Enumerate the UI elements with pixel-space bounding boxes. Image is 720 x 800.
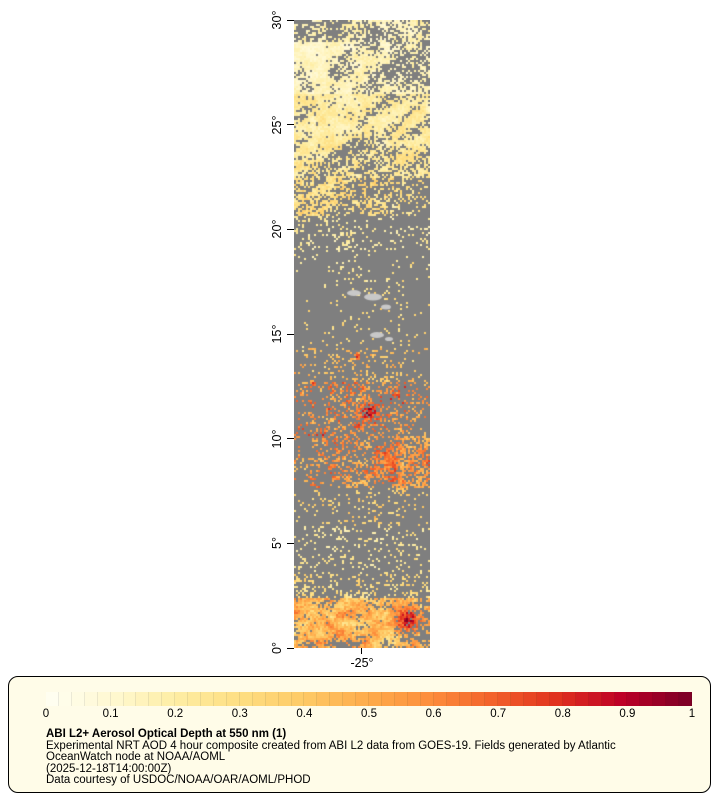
colorbar-segment: [84, 692, 98, 706]
lat-tick-label: 30°: [270, 10, 284, 30]
colorbar-segment: [394, 692, 408, 706]
longitude-tick-label: -25°: [350, 656, 374, 670]
aod-swath-map: [294, 20, 430, 648]
colorbar-segment: [123, 692, 137, 706]
colorbar-segment: [549, 692, 563, 706]
colorbar-segment: [562, 692, 576, 706]
colorbar-tick-label: 0.6: [425, 708, 442, 720]
lat-tick-mark: [287, 333, 294, 335]
colorbar-segment: [265, 692, 279, 706]
legend-panel: 0 0.1 0.2 0.3 0.4 0.5 0.6 0.7 0.8 0.9 1 ABI L2+ Ae…: [8, 676, 711, 793]
aod-colorbar: [46, 692, 693, 706]
lat-tick-mark: [287, 124, 294, 126]
colorbar-segment: [317, 692, 331, 706]
colorbar-segment: [472, 692, 486, 706]
colorbar-segment: [640, 692, 654, 706]
colorbar-segment: [239, 692, 253, 706]
lat-tick-mark: [287, 647, 294, 649]
colorbar-segment: [459, 692, 473, 706]
lat-tick-label: 20°: [270, 219, 284, 239]
colorbar-segment: [627, 692, 641, 706]
lat-tick-label: 25°: [270, 115, 284, 135]
colorbar-tick-label: 0.7: [490, 708, 507, 720]
colorbar-segment: [97, 692, 111, 706]
colorbar-tick-label: 0.2: [167, 708, 184, 720]
lat-tick-mark: [287, 19, 294, 21]
colorbar-segment: [537, 692, 550, 706]
colorbar-segment: [58, 692, 72, 706]
colorbar-segment: [175, 692, 189, 706]
legend-text-block: ABI L2+ Aerosol Optical Depth at 550 nm …: [46, 728, 616, 787]
lat-tick-mark: [287, 228, 294, 230]
lat-tick-label: 0°: [270, 642, 284, 654]
colorbar-tick-label: 0.4: [296, 708, 313, 720]
colorbar-segment: [162, 692, 176, 706]
colorbar-segment: [226, 692, 240, 706]
colorbar-segment: [614, 692, 628, 706]
colorbar-tick-label: 0.5: [361, 708, 377, 720]
colorbar-segment: [252, 692, 266, 706]
colorbar-segment: [278, 692, 292, 706]
colorbar-segment: [420, 692, 434, 706]
colorbar-segment: [149, 692, 163, 706]
longitude-tick-mark: [361, 648, 362, 654]
legend-description-line: Experimental NRT AOD 4 hour composite cr…: [46, 739, 616, 752]
legend-courtesy: Data courtesy of USDOC/NOAA/OAR/AOML/PHO…: [46, 774, 311, 787]
colorbar-segment: [188, 692, 202, 706]
colorbar-segment: [446, 692, 460, 706]
colorbar-segment: [407, 692, 421, 706]
colorbar-segment: [330, 692, 344, 706]
colorbar-segment: [369, 692, 382, 706]
lat-tick-label: 5°: [270, 537, 284, 550]
legend-title: ABI L2+ Aerosol Optical Depth at 550 nm …: [46, 728, 287, 740]
colorbar-segment: [601, 692, 615, 706]
colorbar-segment: [575, 692, 589, 706]
colorbar-segment: [511, 692, 525, 706]
colorbar-segment: [213, 692, 227, 706]
colorbar-tick-label: 0: [42, 708, 50, 720]
legend-description-line: OceanWatch node at NOAA/AOML: [46, 751, 226, 764]
colorbar-segment: [679, 692, 693, 706]
colorbar-tick-label: 0.9: [619, 708, 636, 720]
colorbar-segment: [381, 692, 395, 706]
colorbar-segment: [524, 692, 538, 706]
colorbar-segment: [291, 692, 305, 706]
colorbar-segment: [343, 692, 357, 706]
colorbar-segment: [304, 692, 318, 706]
legend-timestamp: (2025-12-18T14:00:00Z): [46, 762, 172, 775]
colorbar-segment: [356, 692, 370, 706]
colorbar-segment: [71, 692, 85, 706]
colorbar-segment: [588, 692, 602, 706]
colorbar-segment: [433, 692, 447, 706]
colorbar-tick-label: 1: [688, 708, 696, 720]
colorbar-segment: [110, 692, 124, 706]
colorbar-segment: [498, 692, 512, 706]
colorbar-segment: [653, 692, 667, 706]
colorbar-segment: [46, 692, 59, 706]
colorbar-segment: [666, 692, 680, 706]
lat-tick-label: 15°: [270, 324, 284, 344]
lat-tick-mark: [287, 542, 294, 544]
colorbar-segment: [201, 692, 214, 706]
colorbar-segment: [136, 692, 150, 706]
lat-tick-mark: [287, 438, 294, 440]
colorbar-tick-label: 0.3: [231, 708, 248, 720]
lat-tick-label: 10°: [270, 429, 284, 449]
colorbar-tick-label: 0.1: [102, 708, 119, 720]
colorbar-tick-label: 0.8: [554, 708, 571, 720]
colorbar-segment: [485, 692, 499, 706]
